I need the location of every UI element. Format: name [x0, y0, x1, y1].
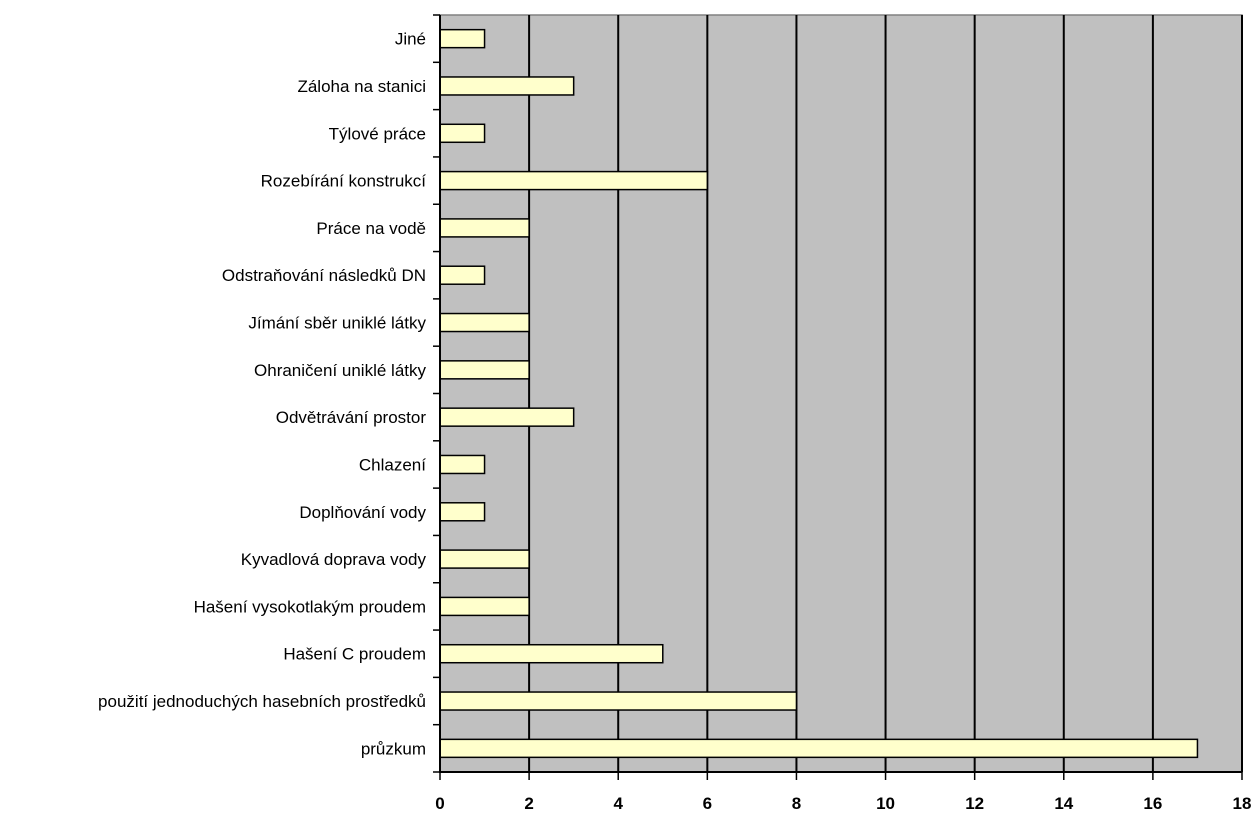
bar-3 — [439, 596, 530, 617]
x-tick-label-10: 10 — [876, 794, 895, 813]
bar-8 — [439, 360, 530, 380]
category-label-12: Rozebírání konstrukcí — [261, 172, 427, 191]
x-tick-label-18: 18 — [1233, 794, 1252, 813]
x-tick-label-0: 0 — [435, 794, 444, 813]
category-label-11: Práce na vodě — [316, 219, 426, 238]
bar-14 — [439, 76, 575, 96]
x-tick-label-14: 14 — [1054, 794, 1073, 813]
bar-15 — [439, 28, 486, 49]
bar-2 — [439, 643, 664, 664]
label-layer: průzkum použití jednoduchých hasebních pr… — [98, 30, 1251, 813]
bar-5 — [439, 502, 486, 522]
category-label-15: Jiné — [395, 30, 426, 49]
category-label-0: průzkum — [361, 739, 426, 758]
bar-6 — [439, 454, 486, 475]
bar-1 — [439, 691, 798, 711]
category-label-3: Hašení vysokotlakým proudem — [194, 597, 426, 616]
category-label-1: použití jednoduchých hasebních prostředk… — [98, 692, 426, 711]
bar-4 — [439, 549, 530, 569]
bar-13 — [439, 123, 486, 144]
bar-9 — [439, 312, 530, 333]
x-tick-label-16: 16 — [1143, 794, 1162, 813]
category-label-8: Ohraničení uniklé látky — [254, 361, 426, 380]
category-label-7: Odvětrávání prostor — [276, 408, 427, 427]
x-tick-label-12: 12 — [965, 794, 984, 813]
category-label-9: Jímání sběr uniklé látky — [248, 314, 426, 333]
bar-10 — [439, 265, 486, 285]
axis-layer — [433, 14, 1243, 780]
bar-11 — [439, 218, 530, 238]
category-label-13: Týlové práce — [329, 124, 426, 143]
category-label-6: Chlazení — [359, 455, 426, 474]
bar-0 — [439, 738, 1199, 759]
bar-12 — [439, 170, 709, 191]
x-tick-label-8: 8 — [792, 794, 801, 813]
bar-layer — [439, 28, 1199, 759]
x-tick-label-6: 6 — [703, 794, 712, 813]
category-label-10: Odstraňování následků DN — [222, 266, 426, 285]
category-label-4: Kyvadlová doprava vody — [241, 550, 427, 569]
x-tick-label-2: 2 — [524, 794, 533, 813]
bar-7 — [439, 407, 575, 427]
x-tick-label-4: 4 — [613, 794, 623, 813]
category-label-14: Záloha na stanici — [297, 77, 426, 96]
category-label-5: Doplňování vody — [299, 503, 426, 522]
category-label-2: Hašení C proudem — [283, 645, 426, 664]
